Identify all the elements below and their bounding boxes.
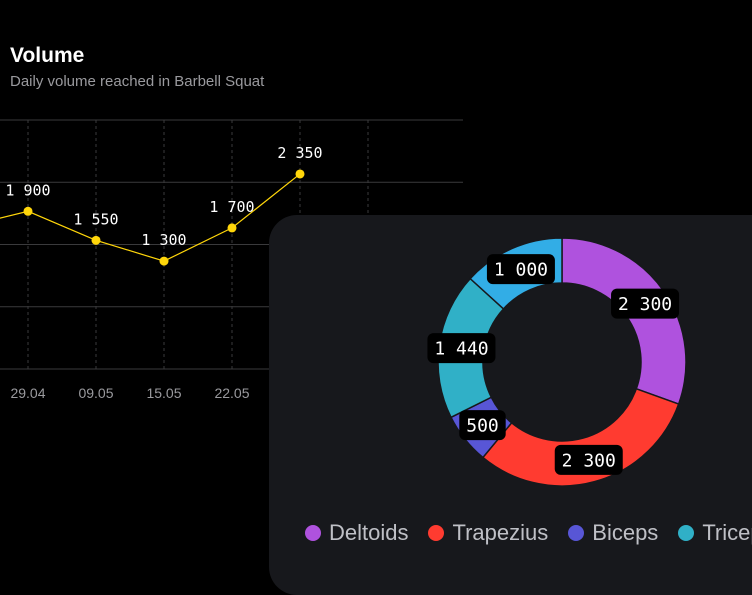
slice-label: 1 000 bbox=[486, 254, 555, 285]
slice-label-text: 500 bbox=[466, 416, 499, 437]
slice-label-text: 2 300 bbox=[562, 450, 616, 471]
slice-label: 2 300 bbox=[554, 444, 623, 475]
slice-label: 2 300 bbox=[611, 288, 680, 319]
legend-swatch bbox=[568, 525, 585, 541]
donut-legend: Deltoids Trapezius Biceps Triceps bbox=[305, 520, 752, 546]
legend-label: Triceps bbox=[702, 520, 752, 545]
slice-label-badge bbox=[611, 288, 680, 319]
x-tick-label: 29.04 bbox=[10, 385, 45, 401]
x-tick-label: 09.05 bbox=[78, 385, 113, 401]
data-label: 1 900 bbox=[5, 181, 50, 199]
data-point bbox=[23, 206, 33, 216]
legend-item-biceps: Biceps bbox=[568, 520, 658, 546]
legend-label: Trapezius bbox=[452, 520, 549, 545]
donut-slice bbox=[481, 387, 680, 487]
x-tick-label: 22.05 bbox=[214, 385, 249, 401]
slice-label-badge bbox=[427, 333, 496, 364]
legend-swatch bbox=[428, 525, 445, 541]
chart-title: Volume bbox=[10, 44, 85, 67]
legend-swatch bbox=[305, 525, 321, 541]
slice-label-text: 1 000 bbox=[494, 260, 548, 281]
slice-label: 500 bbox=[459, 410, 506, 441]
slice-label-text: 2 300 bbox=[618, 294, 672, 315]
muscle-donut-chart: 2 300 2 300 500 1 440 1 000 bbox=[427, 237, 687, 487]
muscle-distribution-card: 2 300 2 300 500 1 440 1 000 Deltoids Trapezi… bbox=[269, 215, 752, 595]
legend-label: Deltoids bbox=[329, 520, 409, 545]
slice-label-badge bbox=[554, 444, 623, 475]
data-label: 1 550 bbox=[73, 210, 118, 228]
donut-slice bbox=[561, 237, 687, 405]
legend-item-trapezius: Trapezius bbox=[428, 520, 548, 546]
data-point bbox=[91, 235, 101, 245]
data-label: 1 700 bbox=[209, 198, 254, 216]
x-tick-label: 15.05 bbox=[146, 385, 181, 401]
data-label: 1 300 bbox=[141, 231, 186, 249]
volume-header: Volume Daily volume reached in Barbell S… bbox=[10, 44, 264, 91]
chart-subtitle: Daily volume reached in Barbell Squat bbox=[10, 73, 265, 90]
slice-label-badge bbox=[459, 410, 506, 441]
data-point bbox=[227, 223, 237, 233]
volume-line-chart: 1 900 29.04 1 550 09.05 1 300 15.05 1 700 22.05… bbox=[0, 119, 463, 401]
legend-label: Biceps bbox=[592, 520, 659, 545]
volume-series-line bbox=[0, 173, 301, 262]
legend-item-triceps: Triceps bbox=[678, 520, 752, 546]
data-point bbox=[295, 169, 305, 179]
data-point bbox=[159, 256, 169, 266]
slice-label-text: 1 440 bbox=[434, 339, 488, 360]
legend-swatch bbox=[678, 525, 695, 541]
data-label: 2 350 bbox=[277, 144, 322, 162]
slice-label: 1 440 bbox=[427, 333, 496, 364]
slice-label-badge bbox=[486, 254, 555, 285]
legend-item-deltoids: Deltoids bbox=[305, 520, 408, 546]
